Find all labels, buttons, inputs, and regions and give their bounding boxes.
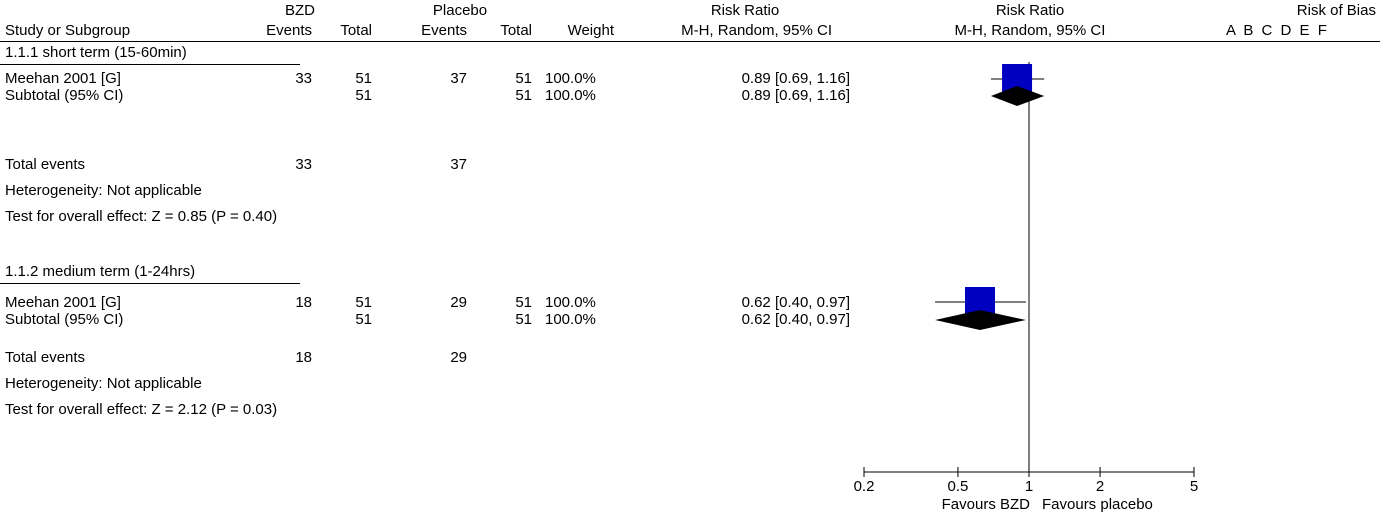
total-events-bzd: 33 [295,156,312,173]
total-events-label: Total events [5,349,86,366]
subtotal-bzd-total: 51 [355,311,372,328]
study-ci-text: 0.62 [0.40, 0.97] [741,294,850,311]
heterogeneity-text: Heterogeneity: Not applicable [5,182,202,199]
favours-left-label: Favours BZD [941,496,1030,513]
x-tick-label: 5 [1190,478,1198,495]
subtotal-label: Subtotal (95% CI) [5,87,124,104]
study-pl-events: 29 [450,294,467,311]
subgroup-title: 1.1.1 short term (15-60min) [5,44,187,61]
study-pl-total: 51 [515,70,532,87]
subgroup-title: 1.1.2 medium term (1-24hrs) [5,263,196,280]
study-bzd-events: 18 [295,294,312,311]
group-placebo-header: Placebo [432,2,488,19]
subtotal-diamond [990,86,1045,106]
col-study-header: Study or Subgroup [5,22,131,39]
subtotal-weight: 100.0% [545,87,596,104]
subgroup-rule [0,283,300,284]
study-name: Meehan 2001 [G] [5,70,121,87]
group-bzd-header: BZD [285,2,315,19]
subgroup-rule [0,64,300,65]
col-rr-plot-header: M-H, Random, 95% CI [954,22,1106,39]
rob-letters: A B C D E F [1226,22,1327,39]
study-ci-text: 0.89 [0.69, 1.16] [741,70,850,87]
subtotal-bzd-total: 51 [355,87,372,104]
col-pl-total-header: Total [500,22,532,39]
favours-right-label: Favours placebo [1042,496,1153,513]
col-pl-events-header: Events [421,22,467,39]
total-events-pl: 37 [450,156,467,173]
subtotal-label: Subtotal (95% CI) [5,311,124,328]
overall-effect-text: Test for overall effect: Z = 2.12 (P = 0… [5,401,278,418]
overall-effect-text: Test for overall effect: Z = 0.85 (P = 0… [5,208,278,225]
study-weight: 100.0% [545,294,596,311]
rob-title: Risk of Bias [1296,2,1376,19]
rr-plot-title: Risk Ratio [995,2,1065,19]
total-events-bzd: 18 [295,349,312,366]
total-events-pl: 29 [450,349,467,366]
subtotal-diamond [935,310,1026,330]
study-bzd-total: 51 [355,70,372,87]
x-tick-label: 0.2 [854,478,875,495]
subtotal-pl-total: 51 [515,311,532,328]
subtotal-ci-text: 0.62 [0.40, 0.97] [741,311,850,328]
study-pl-total: 51 [515,294,532,311]
x-tick-label: 2 [1096,478,1104,495]
subtotal-weight: 100.0% [545,311,596,328]
heterogeneity-text: Heterogeneity: Not applicable [5,375,202,392]
subtotal-ci-text: 0.89 [0.69, 1.16] [741,87,850,104]
x-tick-label: 0.5 [948,478,969,495]
col-weight-header: Weight [567,22,614,39]
total-events-label: Total events [5,156,86,173]
col-bzd-events-header: Events [266,22,312,39]
rr-table-title: Risk Ratio [710,2,780,19]
study-name: Meehan 2001 [G] [5,294,121,311]
study-bzd-total: 51 [355,294,372,311]
subtotal-pl-total: 51 [515,87,532,104]
col-rr-table-header: M-H, Random, 95% CI [681,22,832,39]
header-rule [0,41,1380,42]
x-tick-label: 1 [1025,478,1033,495]
col-bzd-total-header: Total [340,22,372,39]
study-bzd-events: 33 [295,70,312,87]
study-pl-events: 37 [450,70,467,87]
study-weight: 100.0% [545,70,596,87]
